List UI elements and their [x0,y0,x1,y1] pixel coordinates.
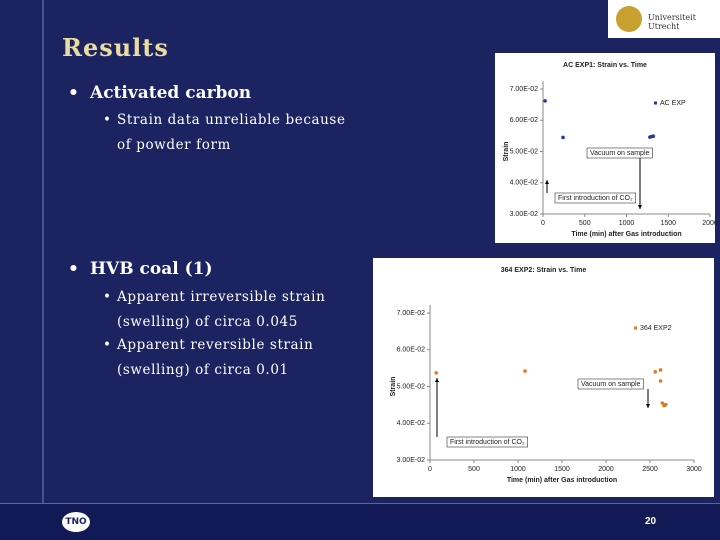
point [543,99,547,103]
point [651,134,656,138]
bullet-text: Strain data unreliable because of powder… [117,112,346,153]
y-tick-label: 4.00E-02 [510,180,539,187]
arrow-head [545,180,549,184]
x-tick-label: 2000 [702,220,718,227]
annotation-box [577,378,644,390]
point [653,370,658,374]
arrow-head [638,205,642,209]
x-tick-label: 500 [468,466,480,473]
sub-bullet: • Strain data unreliable because of powde… [103,112,346,153]
y-tick-label: 6.00E-02 [510,117,539,124]
y-tick-label: 3.00E-02 [397,457,426,464]
x-tick-label: 1000 [510,466,526,473]
logo-box: Universiteit Utrecht [608,0,720,38]
point [434,371,438,375]
point [664,402,668,407]
bullet-text: Apparent irreversible strain (swelling) … [117,289,326,330]
y-axis-title: Strain [390,377,397,397]
legend-swatch [634,326,637,330]
point [660,401,665,405]
annotation-box [554,192,636,204]
chart-title: 364 EXP2: Strain vs. Time [501,267,587,274]
legend-label: 364 EXP2 [640,325,672,332]
slide-title: Results [62,33,169,62]
annotation: Vacuum on sample [590,150,650,157]
arrow-head [435,378,439,382]
y-tick-label: 5.00E-02 [510,148,539,155]
bullet: • HVB coal (1) [68,259,213,279]
annotation: First introduction of CO₂ [558,195,633,202]
bullet-text: Apparent reversible strain (swelling) of… [117,337,314,378]
legend-label: AC EXP [660,100,686,107]
point [523,369,527,373]
legend-swatch [654,101,657,105]
y-tick-label: 7.00E-02 [510,86,539,93]
sub-bullet: • Apparent irreversible strain (swelling)… [103,289,326,330]
x-tick-label: 1500 [660,220,676,227]
x-axis-title: Time (min) after Gas introduction [507,477,617,484]
x-axis-title: Time (min) after Gas introduction [571,231,681,238]
footer: TNO 20 [0,503,720,540]
y-axis-title: Strain [503,142,510,162]
y-tick-label: 7.00E-02 [397,310,426,317]
y-tick-label: 4.00E-02 [397,420,426,427]
y-tick-label: 3.00E-02 [510,211,539,218]
y-tick-label: 6.00E-02 [397,347,426,354]
chart-title: AC EXP1: Strain vs. Time [563,62,647,69]
x-tick-label: 2500 [642,466,658,473]
x-tick-label: 500 [579,220,591,227]
page-number: 20 [645,516,657,527]
annotation-box [586,147,653,159]
x-tick-label: 3000 [686,466,702,473]
bullet: • Activated carbon [68,83,252,103]
annotation-box [446,436,528,448]
y-tick-label: 5.00E-02 [397,383,426,390]
sub-bullet: • Apparent reversible strain (swelling) o… [103,337,314,378]
footer-logo: TNO [62,512,90,532]
point [658,379,663,383]
point [658,368,663,372]
x-tick-label: 0 [428,466,432,473]
x-tick-label: 0 [541,220,545,227]
rule [42,0,44,503]
arrow-head [646,404,650,408]
x-tick-label: 1000 [619,220,635,227]
annotation: First introduction of CO₂ [450,439,525,446]
logo-seal [616,6,642,32]
annotation: Vacuum on sample [581,381,641,388]
x-tick-label: 2000 [598,466,614,473]
x-tick-label: 1500 [554,466,570,473]
bullet-text: Activated carbon [90,83,252,103]
point [561,135,565,140]
logo-text: Universiteit Utrecht [648,13,696,31]
bullet-text: HVB coal (1) [90,259,213,279]
